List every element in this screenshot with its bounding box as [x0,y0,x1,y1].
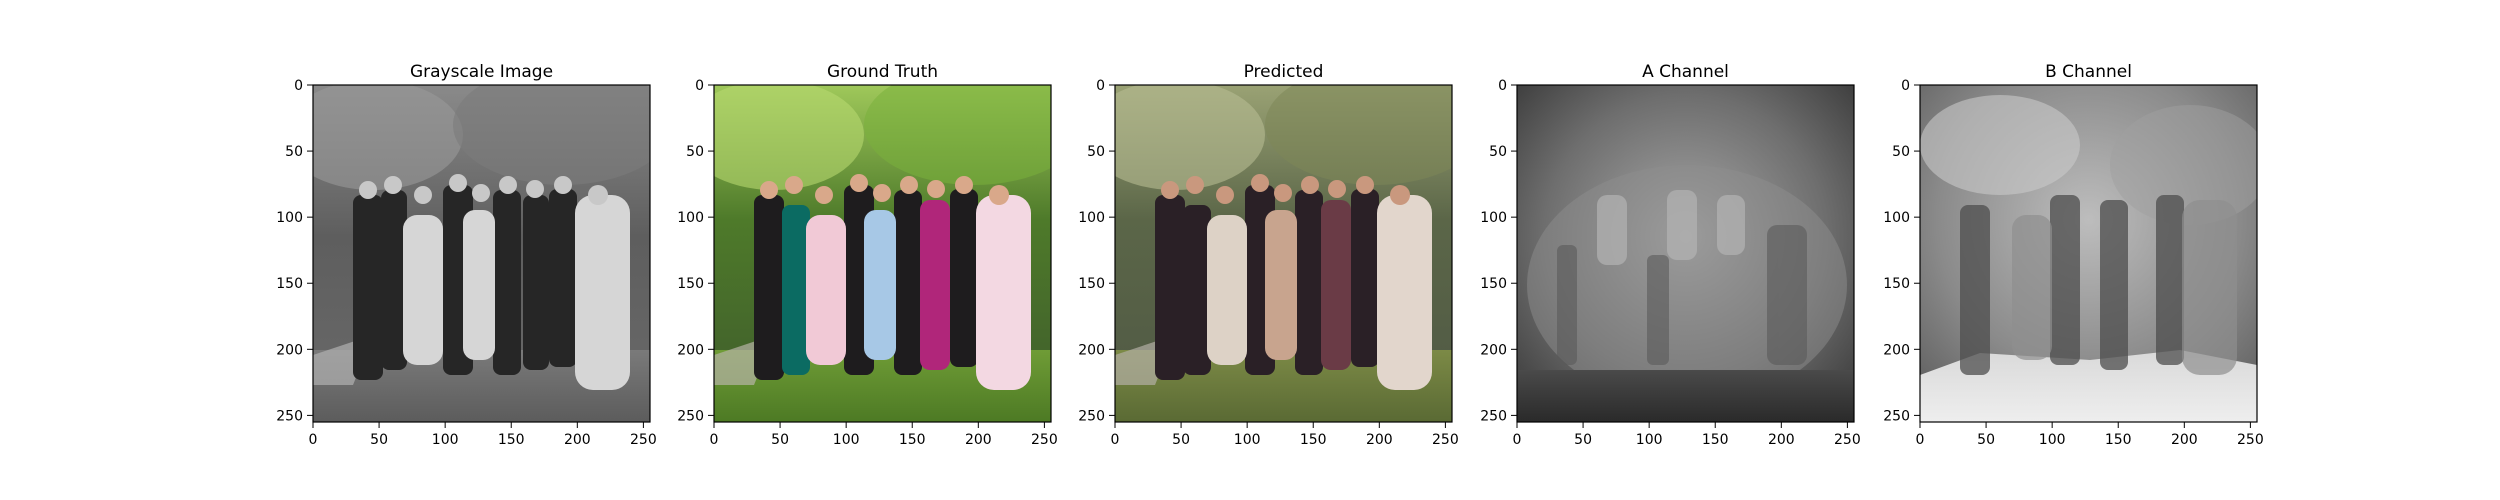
y-tick-label: 200 [1883,342,1910,358]
axes-frame [1919,84,2258,423]
y-tick-label: 250 [677,408,704,424]
x-tick-label: 200 [564,432,591,448]
panel-title: Ground Truth [827,62,938,82]
y-tick-label: 200 [276,342,303,358]
x-axis: 0 50 100 150 200 250 [1916,422,2264,448]
panel-title: Predicted [1244,62,1324,82]
y-tick-label: 0 [1901,78,1910,94]
y-tick-label: 150 [276,276,303,292]
panel-predicted: Predicted 0 50 100 15 [1078,62,1459,448]
x-tick-label: 100 [1234,432,1261,448]
panel-title: Grayscale Image [410,62,553,82]
y-tick-label: 100 [1883,210,1910,226]
y-tick-label: 250 [276,408,303,424]
y-axis: 0 50 100 150 200 250 [677,78,714,424]
y-tick-label: 250 [1480,408,1507,424]
y-axis: 0 50 100 150 200 250 [276,78,313,424]
y-tick-label: 150 [1078,276,1105,292]
x-tick-label: 150 [498,432,525,448]
panel-b-channel: B Channel 0 50 100 150 200 250 0 50 100 150 200 25… [1883,62,2264,448]
x-tick-label: 0 [1513,432,1522,448]
x-tick-label: 50 [1977,432,1995,448]
x-tick-label: 250 [1031,432,1058,448]
y-tick-label: 50 [1087,144,1105,160]
image-grayscale [313,85,650,422]
axes-frame [312,84,651,423]
x-tick-label: 100 [432,432,459,448]
x-tick-label: 50 [1172,432,1190,448]
y-tick-label: 0 [294,78,303,94]
y-tick-label: 50 [285,144,303,160]
x-tick-label: 250 [1834,432,1861,448]
y-tick-label: 150 [677,276,704,292]
x-axis: 0 50 100 150 200 250 [309,422,657,448]
x-tick-label: 200 [965,432,992,448]
y-tick-label: 0 [1096,78,1105,94]
image-b-channel [1920,85,2257,422]
x-axis: 0 50 100 150 200 250 [1111,422,1459,448]
panel-title: B Channel [2045,62,2132,82]
x-tick-label: 250 [630,432,657,448]
y-tick-label: 100 [1480,210,1507,226]
x-tick-label: 200 [1768,432,1795,448]
y-tick-label: 250 [1883,408,1910,424]
y-tick-label: 50 [1892,144,1910,160]
image-predicted [1115,85,1452,422]
x-tick-label: 150 [1702,432,1729,448]
panel-title: A Channel [1642,62,1729,82]
y-tick-label: 250 [1078,408,1105,424]
panel-a-channel: A Channel 0 50 100 150 200 250 0 50 100 150 200 25… [1480,62,1860,448]
y-axis: 0 50 100 150 200 250 [1078,78,1115,424]
y-tick-label: 0 [695,78,704,94]
x-tick-label: 50 [771,432,789,448]
image-ground-truth [714,85,1051,422]
x-tick-label: 150 [899,432,926,448]
x-tick-label: 0 [309,432,318,448]
y-tick-label: 0 [1498,78,1507,94]
panel-grayscale: Grayscale Image [276,62,657,448]
axes-frame [1516,84,1855,423]
y-tick-label: 100 [677,210,704,226]
y-tick-label: 150 [1480,276,1507,292]
x-tick-label: 150 [1300,432,1327,448]
axes-frame [1114,84,1453,423]
x-tick-label: 100 [833,432,860,448]
x-tick-label: 250 [1432,432,1459,448]
x-tick-label: 100 [2039,432,2066,448]
x-tick-label: 150 [2105,432,2132,448]
image-a-channel [1517,85,1854,422]
y-tick-label: 100 [1078,210,1105,226]
y-tick-label: 50 [686,144,704,160]
x-tick-label: 200 [1366,432,1393,448]
x-tick-label: 0 [1916,432,1925,448]
x-tick-label: 250 [2237,432,2264,448]
x-axis: 0 50 100 150 200 250 [1513,422,1861,448]
axes-frame [713,84,1052,423]
y-tick-label: 200 [1078,342,1105,358]
panel-ground-truth: Ground Truth 0 50 100 1 [677,62,1058,448]
y-tick-label: 150 [1883,276,1910,292]
x-tick-label: 200 [2171,432,2198,448]
y-tick-label: 200 [1480,342,1507,358]
y-tick-label: 200 [677,342,704,358]
x-axis: 0 50 100 150 200 250 [710,422,1058,448]
x-tick-label: 50 [370,432,388,448]
y-axis: 0 50 100 150 200 250 [1480,78,1517,424]
y-tick-label: 50 [1489,144,1507,160]
y-tick-label: 100 [276,210,303,226]
x-tick-label: 100 [1636,432,1663,448]
x-tick-label: 0 [710,432,719,448]
x-tick-label: 50 [1574,432,1592,448]
y-axis: 0 50 100 150 200 250 [1883,78,1920,424]
x-tick-label: 0 [1111,432,1120,448]
